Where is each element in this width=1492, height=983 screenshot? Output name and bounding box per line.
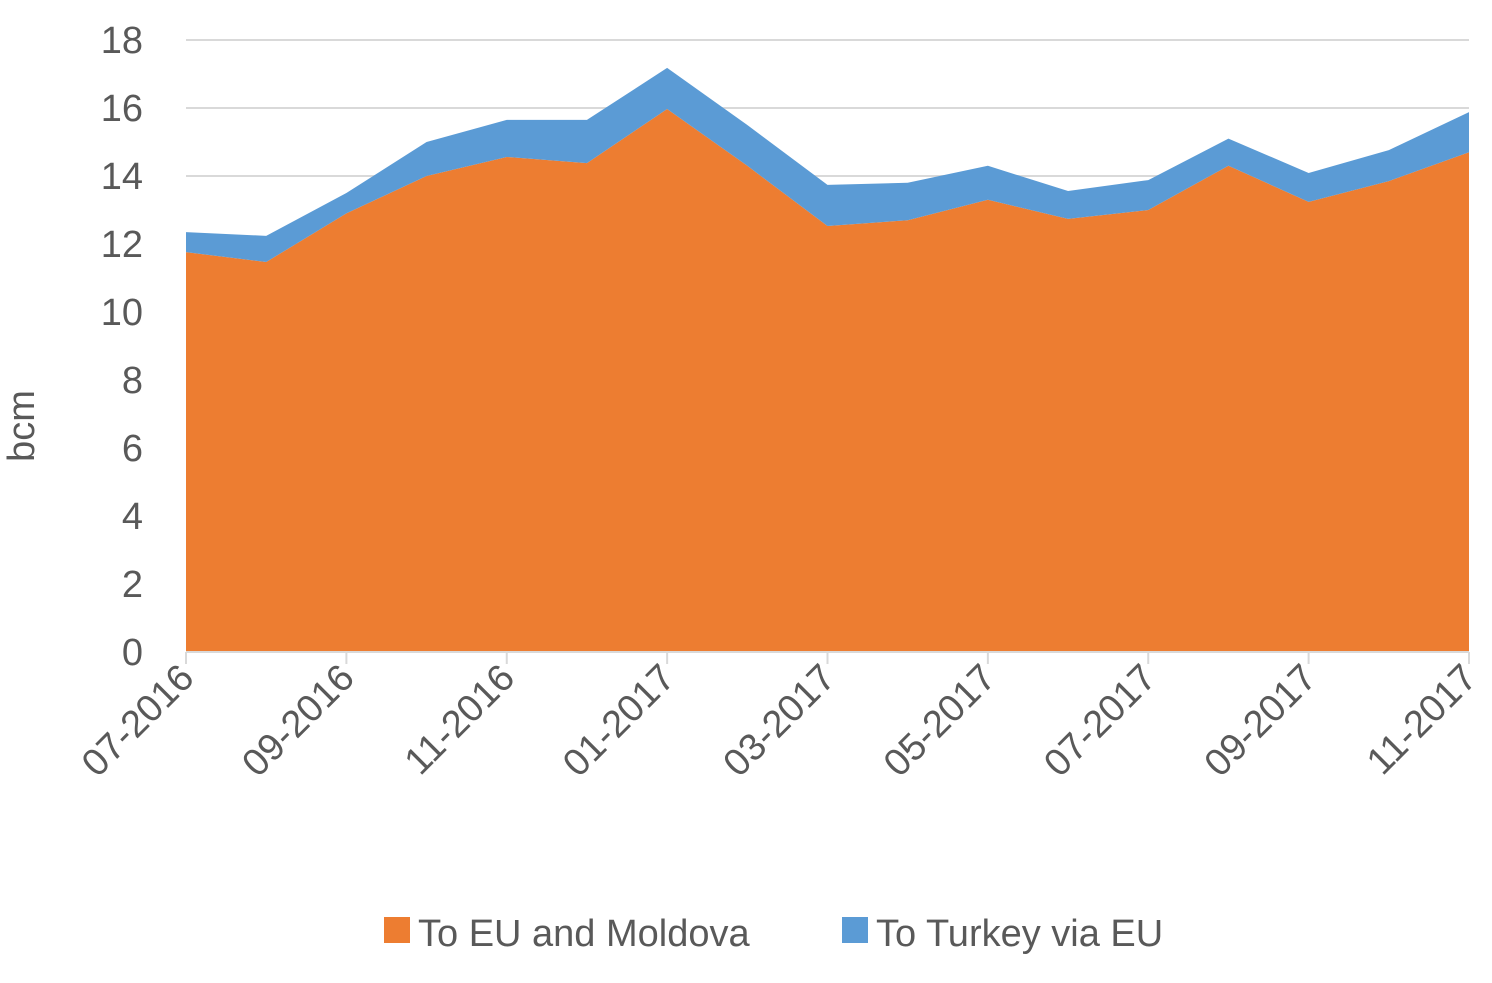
y-tick-label: 0 (122, 632, 143, 674)
legend-label: To Turkey via EU (876, 913, 1163, 955)
legend: To EU and Moldova To Turkey via EU (384, 913, 1163, 955)
x-tick-label: 09-2017 (1197, 657, 1325, 785)
areas (186, 67, 1469, 652)
y-tick-label: 8 (122, 360, 143, 402)
x-tick-label: 11-2016 (397, 657, 523, 783)
y-tick-label: 6 (122, 428, 143, 470)
y-tick-label: 14 (101, 156, 143, 198)
x-tick-label: 07-2016 (74, 657, 202, 785)
x-tick-label: 09-2016 (234, 657, 362, 785)
legend-swatch (842, 917, 868, 943)
x-tick-label: 01-2017 (555, 657, 683, 785)
area-to-turkey-via-eu (186, 67, 1469, 263)
y-tick-label: 10 (101, 292, 143, 334)
y-tick-label: 16 (101, 88, 143, 130)
x-tick-label: 07-2017 (1036, 657, 1164, 785)
x-axis: 07-2016 09-2016 11-2016 01-2017 03-2017 05-20… (74, 651, 1485, 785)
y-tick-label: 18 (101, 20, 143, 62)
y-tick-label: 12 (101, 224, 143, 266)
y-axis: 0 2 4 6 8 10 12 14 16 18 (101, 20, 143, 674)
area-to-eu-and-moldova (186, 109, 1469, 652)
legend-swatch (384, 917, 410, 943)
x-tick-label: 03-2017 (716, 657, 844, 785)
legend-label: To EU and Moldova (418, 913, 750, 955)
y-axis-label: bcm (1, 390, 43, 462)
y-tick-label: 4 (122, 496, 143, 538)
y-tick-label: 2 (122, 564, 143, 606)
x-tick-label: 11-2017 (1359, 657, 1485, 783)
x-tick-label: 05-2017 (876, 657, 1004, 785)
